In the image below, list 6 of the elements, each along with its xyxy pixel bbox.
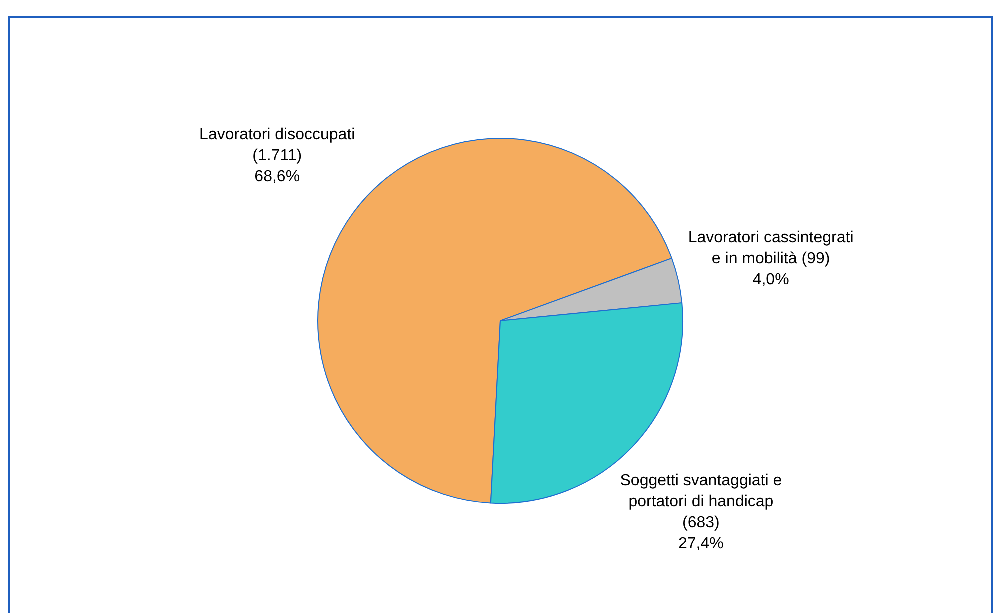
data-label: 4,0% [752,272,790,289]
data-label: 68,6% [254,168,300,186]
data-label: 27,4% [678,536,724,553]
slice-label: Lavoratori disoccupati (1.711) [200,126,356,164]
slice-label: Soggetti svantaggiati e portatori di handicap (683) [620,472,782,532]
slice-label: Lavoratori cassintegrati e in mobilità (99) [688,230,854,268]
